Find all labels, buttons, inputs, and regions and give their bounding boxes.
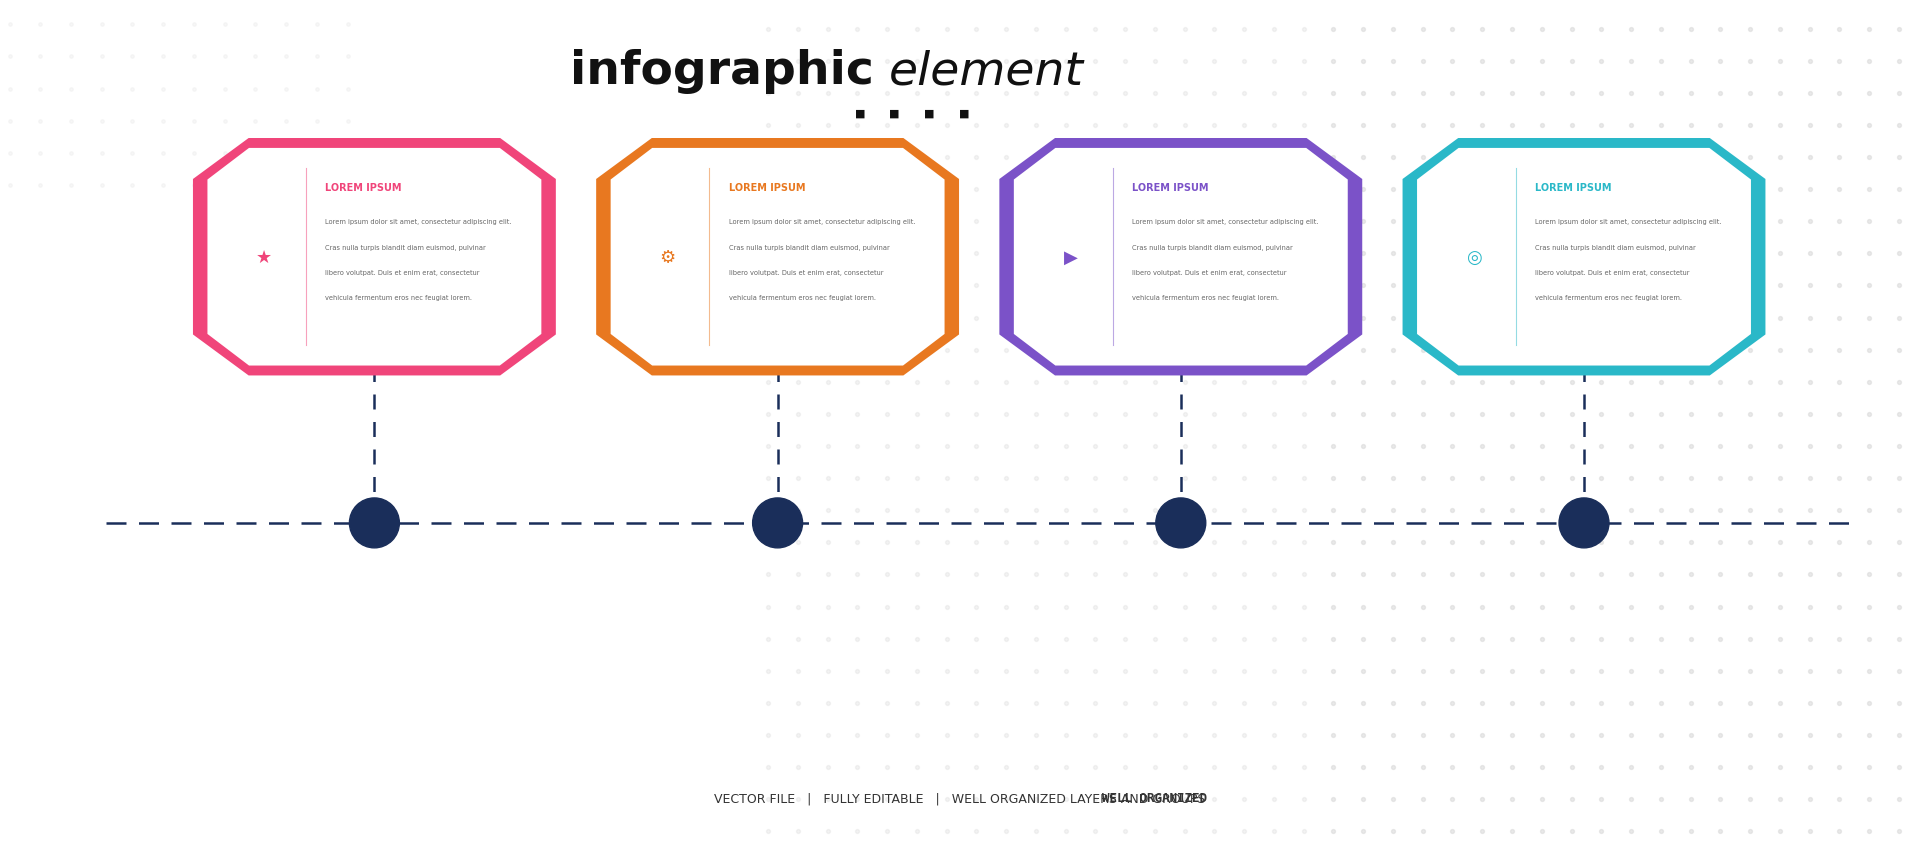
Text: Cras nulla turpis blandit diam euismod, pulvinar: Cras nulla turpis blandit diam euismod, … bbox=[730, 244, 889, 251]
Polygon shape bbox=[1415, 148, 1751, 367]
Text: LOREM IPSUM: LOREM IPSUM bbox=[324, 183, 401, 193]
Text: Lorem ipsum dolor sit amet, consectetur adipiscing elit.: Lorem ipsum dolor sit amet, consectetur … bbox=[1133, 219, 1319, 225]
Text: ◎: ◎ bbox=[1465, 248, 1482, 267]
Polygon shape bbox=[1014, 148, 1348, 367]
Ellipse shape bbox=[349, 498, 399, 549]
Text: ★: ★ bbox=[255, 248, 273, 267]
Polygon shape bbox=[595, 138, 960, 376]
Text: vehicula fermentum eros nec feugiat lorem.: vehicula fermentum eros nec feugiat lore… bbox=[1536, 295, 1682, 301]
Polygon shape bbox=[998, 138, 1363, 376]
Text: ■: ■ bbox=[854, 109, 866, 119]
Ellipse shape bbox=[1156, 498, 1206, 549]
Text: VECTOR FILE   |   FULLY EDITABLE   |   WELL ORGANIZED LAYERS AND GROUPS: VECTOR FILE | FULLY EDITABLE | WELL ORGA… bbox=[714, 791, 1206, 804]
Text: ■: ■ bbox=[924, 109, 935, 119]
Polygon shape bbox=[207, 148, 541, 367]
Text: ■: ■ bbox=[958, 109, 970, 119]
Ellipse shape bbox=[1559, 498, 1609, 549]
Text: libero volutpat. Duis et enim erat, consectetur: libero volutpat. Duis et enim erat, cons… bbox=[730, 269, 883, 276]
Text: element: element bbox=[889, 49, 1085, 95]
Text: libero volutpat. Duis et enim erat, consectetur: libero volutpat. Duis et enim erat, cons… bbox=[324, 269, 480, 276]
Text: libero volutpat. Duis et enim erat, consectetur: libero volutpat. Duis et enim erat, cons… bbox=[1133, 269, 1286, 276]
Text: vehicula fermentum eros nec feugiat lorem.: vehicula fermentum eros nec feugiat lore… bbox=[324, 295, 472, 301]
Polygon shape bbox=[611, 148, 947, 367]
Polygon shape bbox=[1402, 138, 1766, 376]
Text: Lorem ipsum dolor sit amet, consectetur adipiscing elit.: Lorem ipsum dolor sit amet, consectetur … bbox=[324, 219, 513, 225]
Text: libero volutpat. Duis et enim erat, consectetur: libero volutpat. Duis et enim erat, cons… bbox=[1536, 269, 1690, 276]
Text: Cras nulla turpis blandit diam euismod, pulvinar: Cras nulla turpis blandit diam euismod, … bbox=[1133, 244, 1292, 251]
Text: WELL ORGANIZED: WELL ORGANIZED bbox=[712, 791, 1208, 804]
Text: infographic: infographic bbox=[570, 49, 874, 95]
Ellipse shape bbox=[753, 498, 803, 549]
Text: LOREM IPSUM: LOREM IPSUM bbox=[730, 183, 804, 193]
Text: LOREM IPSUM: LOREM IPSUM bbox=[1133, 183, 1208, 193]
Text: ⚙: ⚙ bbox=[659, 248, 676, 267]
Text: Lorem ipsum dolor sit amet, consectetur adipiscing elit.: Lorem ipsum dolor sit amet, consectetur … bbox=[1536, 219, 1722, 225]
Text: vehicula fermentum eros nec feugiat lorem.: vehicula fermentum eros nec feugiat lore… bbox=[1133, 295, 1279, 301]
Text: ■: ■ bbox=[889, 109, 900, 119]
Text: Lorem ipsum dolor sit amet, consectetur adipiscing elit.: Lorem ipsum dolor sit amet, consectetur … bbox=[730, 219, 916, 225]
Text: Cras nulla turpis blandit diam euismod, pulvinar: Cras nulla turpis blandit diam euismod, … bbox=[1536, 244, 1695, 251]
Polygon shape bbox=[192, 138, 557, 376]
Text: vehicula fermentum eros nec feugiat lorem.: vehicula fermentum eros nec feugiat lore… bbox=[730, 295, 876, 301]
Text: Cras nulla turpis blandit diam euismod, pulvinar: Cras nulla turpis blandit diam euismod, … bbox=[324, 244, 486, 251]
Text: LOREM IPSUM: LOREM IPSUM bbox=[1536, 183, 1611, 193]
Text: ▶: ▶ bbox=[1064, 248, 1077, 267]
